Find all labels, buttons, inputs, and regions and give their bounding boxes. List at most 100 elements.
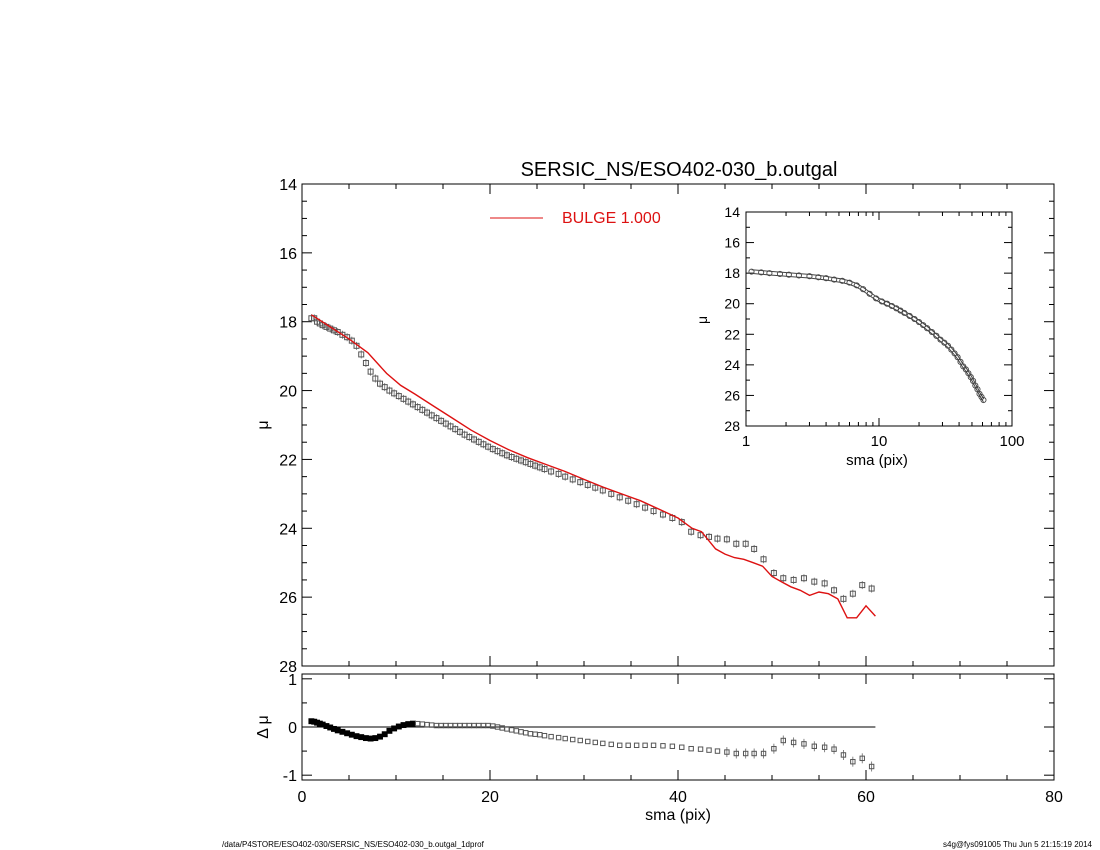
inset-point <box>831 276 838 283</box>
data-point <box>821 580 828 587</box>
inset-y-tick-label: 20 <box>724 296 740 312</box>
inset-y-tick-label: 18 <box>724 265 740 281</box>
data-point <box>625 497 632 504</box>
inset-point <box>906 312 913 319</box>
data-point <box>714 535 721 542</box>
data-point <box>367 368 374 375</box>
residual-point <box>821 744 828 750</box>
data-point <box>599 487 606 494</box>
data-point <box>608 490 615 497</box>
data-point <box>831 587 838 594</box>
main-y-tick-label: 14 <box>279 177 297 194</box>
data-point <box>760 556 767 563</box>
data-point <box>633 501 640 508</box>
inset-point <box>911 315 918 323</box>
data-point <box>362 360 369 367</box>
inset-point <box>957 358 964 365</box>
legend-label: BULGE 1.000 <box>562 210 661 227</box>
inset-x-axis-label: sma (pix) <box>846 452 908 469</box>
residual-point <box>541 732 548 739</box>
data-point <box>344 334 351 341</box>
inset-point <box>948 346 955 353</box>
inset-point <box>758 269 765 276</box>
inset-y-tick-label: 28 <box>724 418 740 434</box>
residual-point <box>499 725 505 731</box>
residual-point <box>490 723 496 729</box>
inset-x-tick-label: 1 <box>742 433 750 450</box>
data-point <box>751 545 758 552</box>
residual-point <box>386 727 393 734</box>
data-point <box>840 595 847 602</box>
residual-y-axis-label: Δ μ <box>255 715 272 738</box>
data-point <box>650 508 657 515</box>
x-tick-label: 40 <box>669 789 687 806</box>
residual-point <box>592 739 598 746</box>
data-point <box>381 384 388 391</box>
residual-point <box>513 728 520 734</box>
inset-point <box>937 336 944 343</box>
inset-point <box>766 270 773 277</box>
inset-point <box>978 393 985 401</box>
residual-point <box>391 725 398 732</box>
residual-point <box>400 722 407 729</box>
inset-y-tick-label: 16 <box>724 235 740 251</box>
residual-point <box>706 747 712 753</box>
x-tick-label: 80 <box>1045 789 1063 806</box>
data-point <box>859 582 866 589</box>
data-point <box>790 576 797 583</box>
residual-point <box>697 746 704 752</box>
inset-point <box>878 298 885 305</box>
residual-y-tick-label: 1 <box>288 672 297 689</box>
residual-point <box>859 755 865 762</box>
residual-point <box>555 734 562 741</box>
inset-point <box>915 319 923 326</box>
chart-title: SERSIC_NS/ESO402-030_b.outgal <box>521 159 838 181</box>
inset-point <box>806 273 813 280</box>
main-y-tick-label: 26 <box>279 590 297 607</box>
residual-point <box>548 733 554 740</box>
residual-y-tick-label: 0 <box>288 720 297 737</box>
main-y-tick-label: 16 <box>279 246 297 263</box>
inset-tick-labels: 14 16 18 20 22 24 26 281 10 100 <box>724 204 1024 450</box>
residual-point <box>831 746 837 752</box>
data-point <box>868 585 875 592</box>
inset-point <box>846 279 853 286</box>
residual-point <box>353 733 360 740</box>
residual-point <box>405 721 412 728</box>
data-point <box>541 466 548 473</box>
residual-point <box>780 737 786 744</box>
residual-tick-labels: 10-10 20 40 60 80 <box>283 672 1063 806</box>
inset-point <box>748 268 755 275</box>
data-point <box>562 473 569 480</box>
data-point <box>577 479 584 486</box>
residual-point <box>537 732 543 738</box>
inset-point <box>980 396 987 404</box>
data-point <box>616 494 623 501</box>
residual-series-group <box>302 718 876 772</box>
residual-point <box>688 745 694 752</box>
residual-point <box>414 720 421 727</box>
residual-point <box>714 748 721 754</box>
inset-point <box>920 322 927 329</box>
bulge-model-line <box>311 314 876 619</box>
residual-point <box>424 721 430 728</box>
residual-panel-ticks <box>301 674 1055 780</box>
main-panel-ticks <box>301 183 1055 667</box>
inset-point <box>795 272 802 279</box>
inset-point <box>933 332 940 339</box>
main-y-tick-label: 28 <box>279 659 297 676</box>
data-point <box>723 536 730 543</box>
inset-point <box>901 309 908 316</box>
inset-point <box>860 286 867 293</box>
data-point <box>377 380 384 387</box>
residual-point <box>339 728 346 735</box>
data-point <box>688 528 695 535</box>
residual-point <box>733 750 739 757</box>
data-point <box>348 337 355 344</box>
inset-point <box>976 390 983 397</box>
residual-point <box>585 738 591 745</box>
inset-point <box>853 282 860 289</box>
main-y-tick-label: 20 <box>279 384 297 401</box>
data-point <box>569 476 576 483</box>
